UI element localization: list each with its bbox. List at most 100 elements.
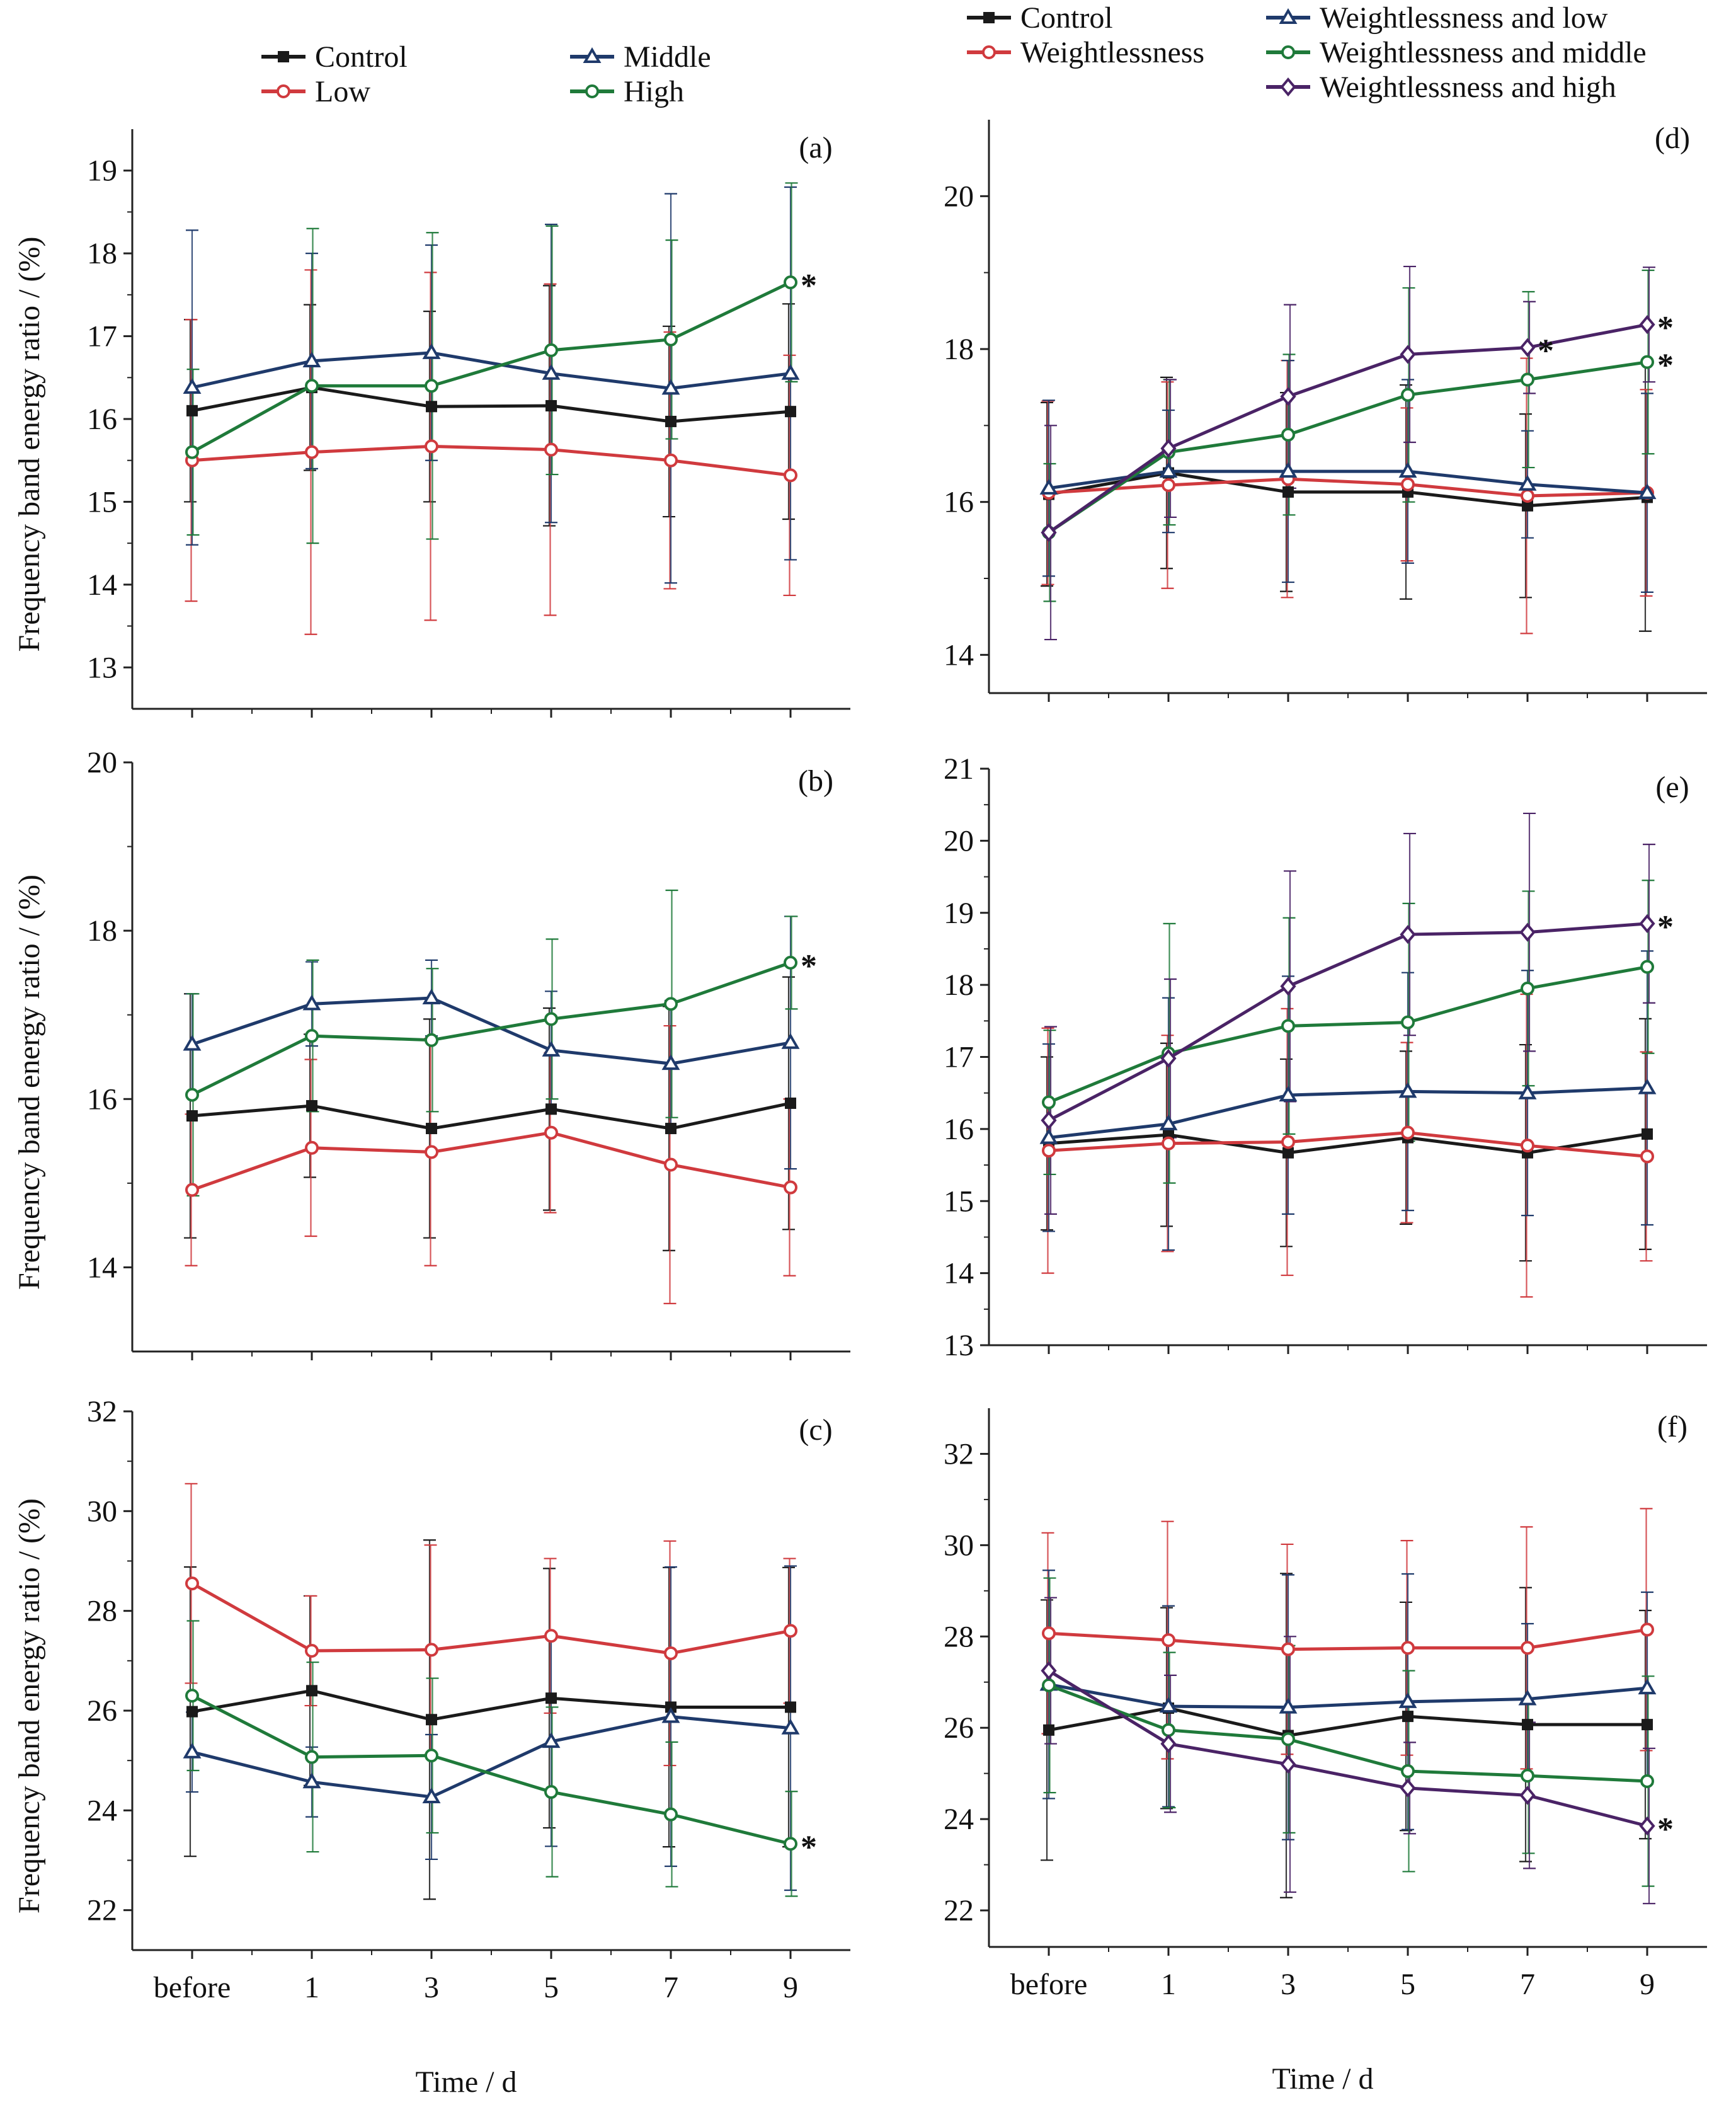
- legend-item-low: Low: [261, 75, 370, 108]
- panel-b-point-low: [784, 1180, 797, 1195]
- legend-label-control: Control: [1020, 1, 1113, 35]
- panel-f-ytick-label-26: 26: [944, 1711, 974, 1745]
- legend-marker-control: [278, 51, 289, 62]
- panel-c-point-high: [784, 1837, 797, 1851]
- panel-f-point-weightlessness: [1401, 1641, 1415, 1655]
- panel-f-ytick-label-22: 22: [944, 1894, 974, 1927]
- panel-a-point-high: [305, 379, 319, 393]
- panel-c-ytick-label-32: 32: [87, 1395, 117, 1428]
- panel-b-point-control: [306, 1099, 317, 1111]
- panel-e-line-weightlessness-and-middle: [1048, 965, 1648, 1104]
- panel-a-series-middle: [183, 343, 800, 395]
- panel-f-point-weightlessness: [1162, 1633, 1175, 1648]
- panel-d-point-weightlessness-and-high: [1041, 523, 1057, 542]
- panel-c-xtick-label-before: before: [154, 1971, 231, 2004]
- panel-b-point-low: [425, 1145, 438, 1159]
- panel-b-point-high: [305, 1029, 319, 1043]
- panel-b-line-high: [191, 961, 791, 1096]
- legend-item-control: Control: [261, 40, 408, 74]
- panel-e-point-weightlessness-and-high: [1160, 1048, 1177, 1068]
- panel-c-point-control: [785, 1701, 796, 1713]
- panel-f-series-weightlessness: [1042, 1622, 1654, 1656]
- panel-e-point-weightlessness-and-middle: [1281, 1019, 1295, 1033]
- panel-b-point-middle: [781, 1033, 800, 1049]
- panel-d-errorbars-weightlessness-and-middle: [1043, 269, 1655, 602]
- legend-label-high: High: [624, 75, 684, 108]
- panel-b-errorbars-middle: [186, 915, 797, 1170]
- panel-a-ytick-label-18: 18: [87, 237, 117, 270]
- panel-e-point-weightlessness-and-low: [1518, 1083, 1537, 1099]
- panel-d-significance-asterisk: *: [1657, 348, 1674, 384]
- panel-b-point-control: [186, 1110, 198, 1122]
- panel-f-point-weightlessness-and-high: [1639, 1816, 1655, 1836]
- panel-e-point-weightlessness-and-high: [1639, 914, 1655, 934]
- legend-marker-weightlessness-and-low: [1279, 8, 1298, 24]
- panel-f-xtick-label-9: 9: [1640, 1968, 1655, 2001]
- panel-e-point-weightlessness-and-high: [1041, 1111, 1057, 1130]
- panel-e-errorbars-control: [1041, 1018, 1652, 1262]
- panel-f-errorbars-weightlessness-and-middle: [1043, 1577, 1655, 1887]
- panel-c-errorbars-low: [185, 1483, 796, 1767]
- panel-f-line-weightlessness-and-middle: [1048, 1684, 1648, 1783]
- panel-b-series-middle: [183, 989, 800, 1070]
- panel-e-errorbars-weightlessness-and-low: [1042, 950, 1653, 1251]
- panel-c-line-high: [191, 1694, 791, 1845]
- panel-e: 13 14 15 16 17 18 19 20 21 (e) *: [944, 752, 1707, 1362]
- panel-a-point-high: [425, 379, 438, 393]
- legend-item-high: High: [570, 75, 684, 108]
- panel-e-point-weightlessness: [1042, 1144, 1056, 1158]
- panel-e-ytick-label-17: 17: [944, 1041, 974, 1074]
- panel-a-significance-asterisk: *: [801, 268, 817, 304]
- panel-d-point-weightlessness-and-high: [1639, 315, 1655, 335]
- panel-f-xtick-label-1: 1: [1161, 1968, 1176, 2001]
- panel-a-ytick-label-14: 14: [87, 568, 117, 602]
- panel-e-line-weightlessness: [1048, 1131, 1648, 1158]
- panel-d-series-weightlessness-and-low: [1039, 462, 1657, 500]
- panel-c-point-low: [664, 1646, 678, 1660]
- panel-e-ytick-label-20: 20: [944, 824, 974, 858]
- panel-a-label: (a): [799, 131, 832, 164]
- panel-c-point-high: [425, 1748, 438, 1763]
- panel-c-xtick-label-9: 9: [783, 1971, 798, 2004]
- panel-f-ytick-label-28: 28: [944, 1620, 974, 1653]
- panel-e-line-weightlessness-and-low: [1048, 1086, 1648, 1140]
- panel-b-point-middle: [542, 1040, 561, 1057]
- panel-d-line-weightlessness-and-middle: [1048, 360, 1648, 534]
- panel-b-point-low: [185, 1183, 199, 1197]
- panel-c-xtick-label-3: 3: [424, 1971, 439, 2004]
- legend-item-weightlessness-and-middle: Weightlessness and middle: [1266, 36, 1647, 69]
- panel-d-point-weightlessness-and-low: [1039, 478, 1058, 495]
- panel-c-ytick-label-26: 26: [87, 1694, 117, 1728]
- legend-item-weightlessness-and-low: Weightlessness and low: [1266, 1, 1608, 35]
- panel-f-point-weightlessness-and-middle: [1640, 1774, 1654, 1788]
- panel-f-point-weightlessness-and-high: [1160, 1734, 1177, 1753]
- panel-e-ytick-label-21: 21: [944, 752, 974, 786]
- panel-b-errorbars-low: [185, 1024, 796, 1304]
- panel-f-point-weightlessness: [1521, 1641, 1534, 1655]
- legend-label-weightlessness-and-high: Weightlessness and high: [1320, 71, 1616, 104]
- legend-marker-high: [585, 84, 599, 98]
- panel-d-point-weightlessness-and-high: [1280, 387, 1296, 406]
- panel-c-point-middle: [661, 1707, 680, 1723]
- panel-c-point-high: [664, 1807, 678, 1822]
- panel-a: 13 14 15 16 17 18 19 Frequency band energy rati…: [13, 129, 850, 718]
- panel-d-ytick-label-14: 14: [944, 638, 974, 672]
- panel-e-series-weightlessness-and-middle: [1042, 960, 1654, 1110]
- panel-b: 14 16 18 20 Frequency band energy ratio / (%…: [13, 746, 850, 1360]
- legend-item-middle: Middle: [570, 40, 711, 74]
- panel-e-point-weightlessness-and-high: [1519, 922, 1536, 942]
- panel-d-significance-asterisk: *: [1538, 333, 1554, 369]
- panel-c-xtick-label-7: 7: [663, 1971, 678, 2004]
- legend-marker-weightlessness: [982, 45, 996, 59]
- panel-a-line-middle: [191, 351, 791, 390]
- panel-f-point-weightlessness: [1640, 1622, 1654, 1637]
- panel-a-point-low: [544, 442, 558, 457]
- panel-b-point-control: [665, 1123, 677, 1135]
- panel-b-point-middle: [422, 989, 441, 1004]
- panel-b-point-high: [784, 955, 797, 970]
- panel-e-point-weightlessness-and-low: [1159, 1114, 1178, 1130]
- panel-a-ytick-label-19: 19: [87, 154, 117, 188]
- panel-a-ylabel: Frequency band energy ratio / (%): [13, 237, 46, 652]
- panel-b-point-low: [544, 1125, 558, 1140]
